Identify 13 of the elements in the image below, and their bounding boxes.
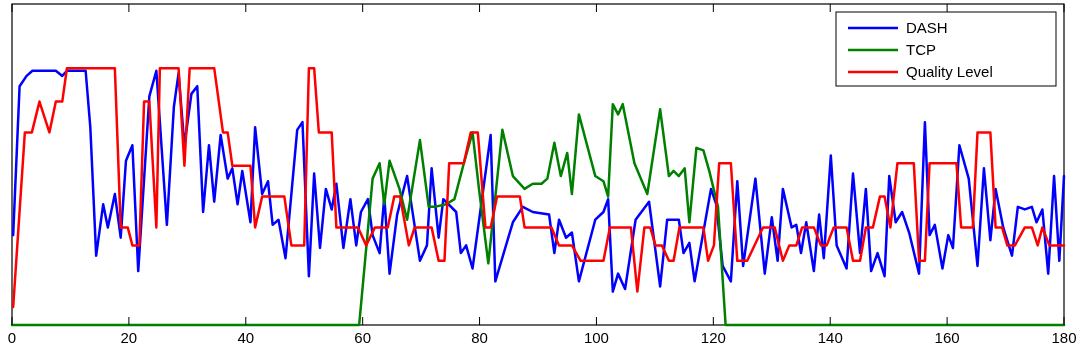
- x-tick-label: 100: [583, 329, 609, 346]
- legend-label: DASH: [906, 19, 948, 36]
- x-tick-label: 60: [354, 329, 372, 346]
- x-tick-label: 160: [934, 329, 960, 346]
- x-tick-label: 40: [237, 329, 255, 346]
- legend-label: TCP: [906, 41, 936, 58]
- x-tick-label: 140: [817, 329, 843, 346]
- x-tick-label: 0: [7, 329, 17, 346]
- x-tick-label: 80: [471, 329, 488, 346]
- x-tick-label: 180: [1051, 329, 1077, 346]
- x-tick-label: 120: [700, 329, 726, 346]
- legend-label: Quality Level: [906, 63, 993, 80]
- x-tick-label: 20: [120, 329, 138, 346]
